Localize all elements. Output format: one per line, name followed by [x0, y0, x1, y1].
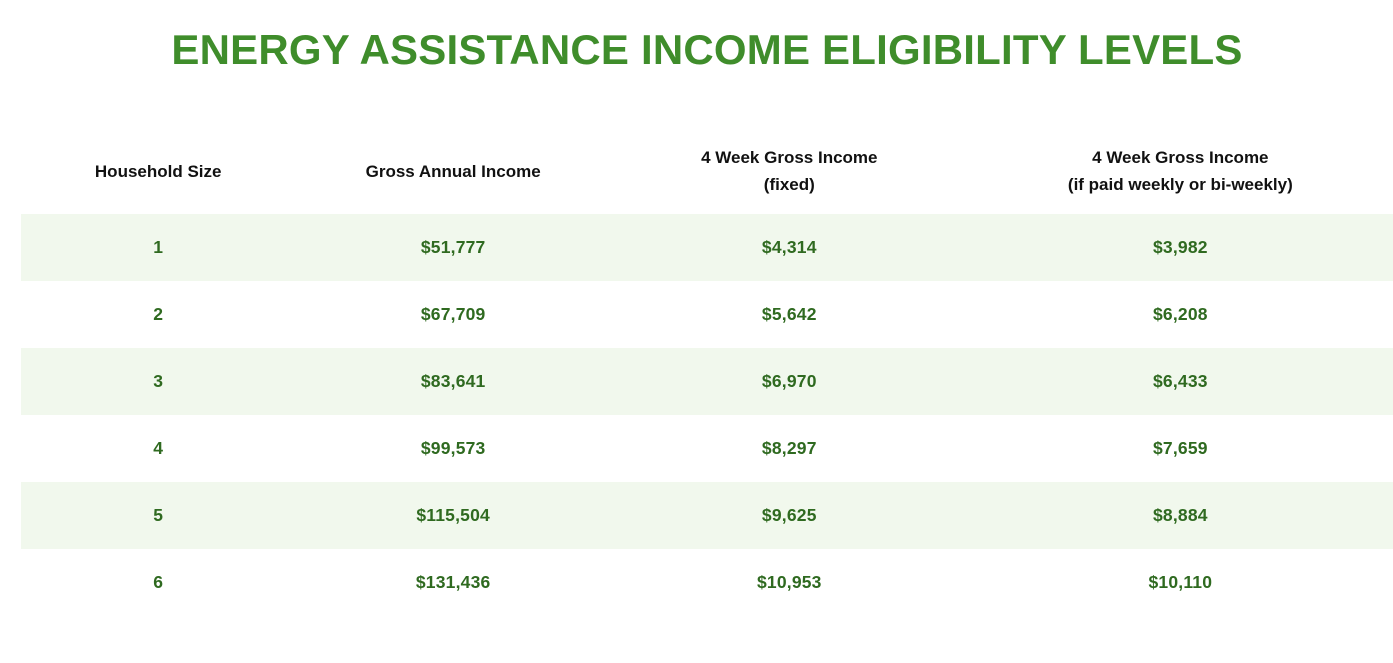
gross-annual-income-cell: $115,504 [416, 505, 490, 526]
table-row: 5 $115,504 $9,625 $8,884 [21, 482, 1393, 550]
4week-fixed-cell: $5,642 [761, 304, 817, 325]
household-size-cell: 3 [153, 371, 164, 392]
col-header-4week-weekly: 4 Week Gross Income (if paid weekly or b… [968, 128, 1393, 214]
4week-weekly-cell: $6,208 [1152, 304, 1208, 325]
gross-annual-income-cell: $99,573 [420, 438, 486, 459]
table-row: 2 $67,709 $5,642 $6,208 [21, 281, 1393, 349]
household-size-cell: 6 [153, 572, 164, 593]
4week-weekly-cell: $6,433 [1152, 371, 1208, 392]
page: ENERGY ASSISTANCE INCOME ELIGIBILITY LEV… [0, 26, 1393, 617]
col-header-label: 4 Week Gross Income [701, 148, 878, 168]
table-header: Household Size Gross Annual Income 4 Wee… [21, 128, 1393, 214]
table-row: 4 $99,573 $8,297 $7,659 [21, 415, 1393, 483]
col-header-label: Gross Annual Income [365, 161, 541, 181]
household-size-cell: 5 [153, 505, 164, 526]
eligibility-table: Household Size Gross Annual Income 4 Wee… [21, 128, 1393, 617]
4week-weekly-cell: $7,659 [1152, 438, 1208, 459]
gross-annual-income-cell: $131,436 [415, 572, 491, 593]
col-header-4week-fixed: 4 Week Gross Income (fixed) [611, 128, 968, 214]
col-header-sublabel: (fixed) [763, 175, 815, 195]
4week-weekly-cell: $8,884 [1152, 505, 1208, 526]
col-header-label: 4 Week Gross Income [1092, 148, 1269, 168]
4week-weekly-cell: $3,982 [1152, 237, 1208, 258]
4week-weekly-cell: $10,110 [1148, 572, 1213, 593]
table-row: 6 $131,436 $10,953 $10,110 [21, 549, 1393, 617]
gross-annual-income-cell: $51,777 [420, 237, 486, 258]
col-header-label: Household Size [94, 161, 222, 181]
col-header-household-size: Household Size [21, 128, 295, 214]
gross-annual-income-cell: $83,641 [420, 371, 486, 392]
table-body: 1 $51,777 $4,314 $3,982 2 $67,709 $5,642 $6,208… [21, 214, 1393, 617]
col-header-sublabel: (if paid weekly or bi-weekly) [1067, 175, 1293, 195]
4week-fixed-cell: $6,970 [761, 371, 817, 392]
table-row: 1 $51,777 $4,314 $3,982 [21, 214, 1393, 282]
4week-fixed-cell: $10,953 [756, 572, 822, 593]
household-size-cell: 4 [153, 438, 164, 459]
household-size-cell: 2 [153, 304, 164, 325]
4week-fixed-cell: $4,314 [761, 237, 817, 258]
gross-annual-income-cell: $67,709 [420, 304, 486, 325]
page-title: ENERGY ASSISTANCE INCOME ELIGIBILITY LEV… [171, 26, 1243, 73]
4week-fixed-cell: $8,297 [761, 438, 817, 459]
household-size-cell: 1 [153, 237, 164, 258]
header-row: Household Size Gross Annual Income 4 Wee… [21, 128, 1393, 214]
table-row: 3 $83,641 $6,970 $6,433 [21, 348, 1393, 416]
4week-fixed-cell: $9,625 [761, 505, 817, 526]
col-header-gross-annual-income: Gross Annual Income [295, 128, 611, 214]
